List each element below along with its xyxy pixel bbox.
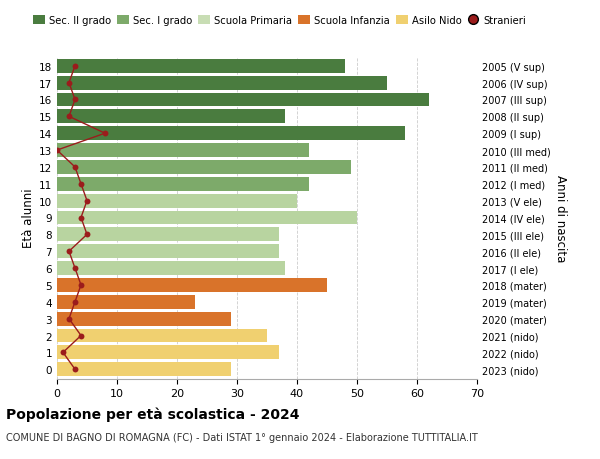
Point [64, 315, 74, 323]
Bar [57, 93, 429, 107]
Bar [57, 312, 231, 326]
Bar [57, 279, 327, 292]
Bar [57, 144, 309, 157]
Point [64, 113, 74, 121]
Point [76, 282, 86, 289]
Bar [57, 346, 279, 359]
Bar [57, 194, 297, 208]
Bar [57, 262, 285, 275]
Bar [57, 127, 405, 141]
Y-axis label: Anni di nascita: Anni di nascita [554, 174, 567, 262]
Bar [57, 228, 279, 242]
Bar [57, 363, 231, 376]
Point [52, 147, 62, 154]
Text: Popolazione per età scolastica - 2024: Popolazione per età scolastica - 2024 [6, 406, 299, 421]
Point [82, 231, 92, 239]
Point [70, 164, 80, 171]
Bar [57, 211, 357, 225]
Point [76, 332, 86, 340]
Bar [57, 110, 285, 124]
Point [76, 214, 86, 222]
Point [70, 63, 80, 70]
Bar [57, 245, 279, 258]
Y-axis label: Età alunni: Età alunni [22, 188, 35, 248]
Bar [57, 329, 267, 343]
Point [70, 298, 80, 306]
Point [70, 96, 80, 104]
Text: COMUNE DI BAGNO DI ROMAGNA (FC) - Dati ISTAT 1° gennaio 2024 - Elaborazione TUTT: COMUNE DI BAGNO DI ROMAGNA (FC) - Dati I… [6, 432, 478, 442]
Point [70, 265, 80, 272]
Point [64, 248, 74, 255]
Bar [57, 295, 195, 309]
Legend: Sec. II grado, Sec. I grado, Scuola Primaria, Scuola Infanzia, Asilo Nido, Stran: Sec. II grado, Sec. I grado, Scuola Prim… [32, 16, 526, 26]
Bar [57, 77, 387, 90]
Point [64, 80, 74, 87]
Point [70, 366, 80, 373]
Bar [57, 178, 309, 191]
Point [58, 349, 68, 356]
Point [100, 130, 110, 138]
Point [76, 181, 86, 188]
Bar [57, 60, 345, 73]
Point [82, 197, 92, 205]
Bar [57, 161, 351, 174]
